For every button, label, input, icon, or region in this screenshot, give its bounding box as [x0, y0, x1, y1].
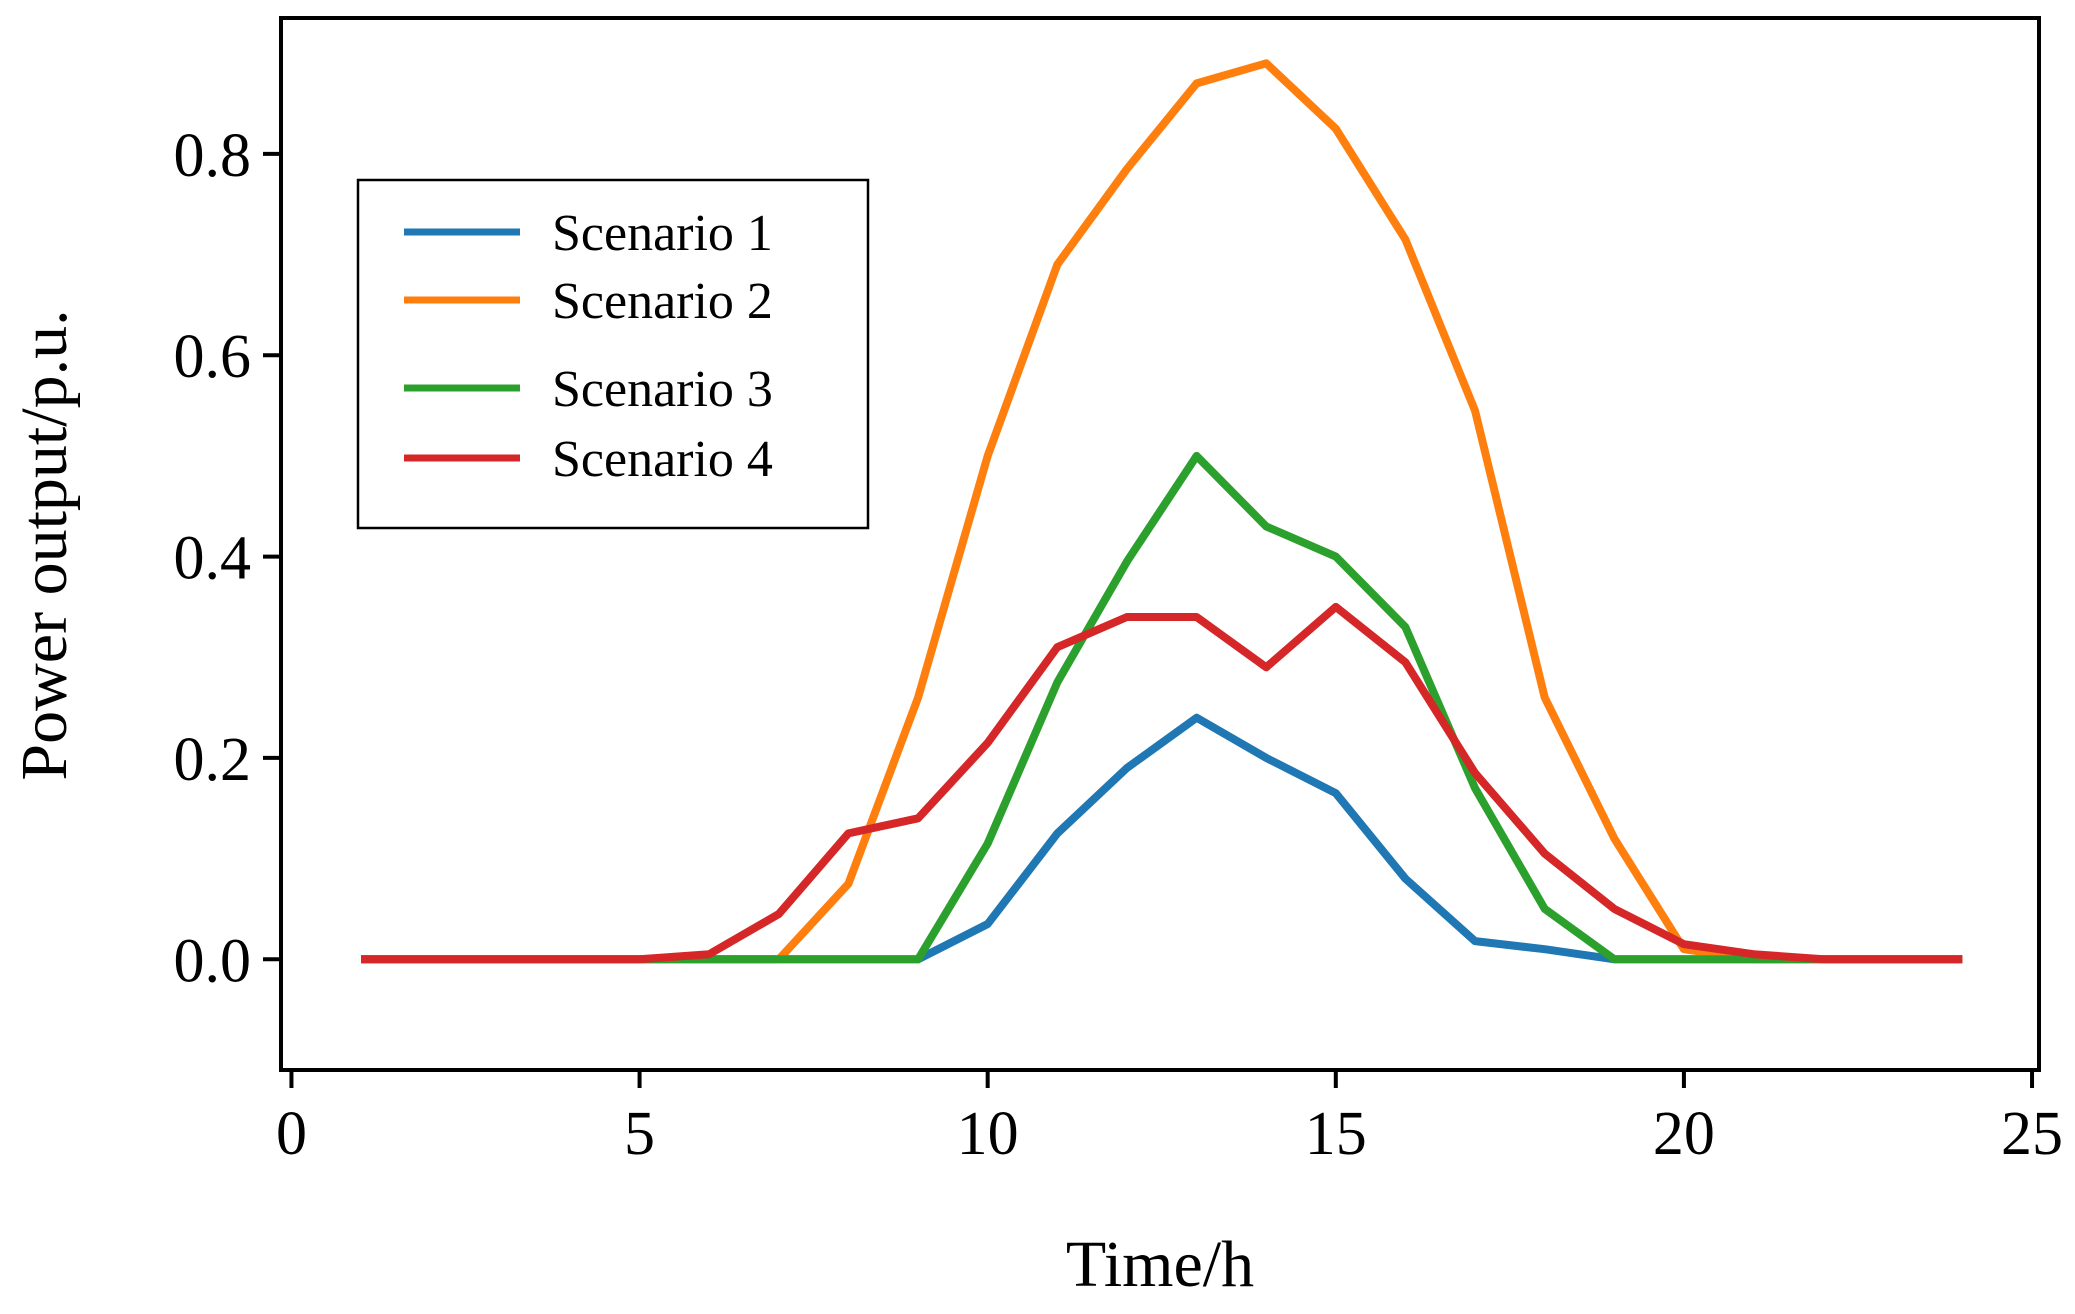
legend-label-4: Scenario 4: [552, 431, 773, 488]
series-line-3: [361, 451, 1963, 964]
series-3: [361, 451, 1963, 964]
y-tick-label: 0.6: [174, 323, 252, 391]
x-tick-label: 15: [1305, 1100, 1367, 1168]
x-tick-label: 20: [1653, 1100, 1715, 1168]
x-tick-label: 10: [957, 1100, 1019, 1168]
x-tick-label: 0: [276, 1100, 307, 1168]
legend-box: [356, 178, 870, 530]
y-axis-title: Power output/p.u.: [8, 309, 81, 780]
y-tick-label: 0.2: [174, 726, 252, 794]
y-tick-label: 0.4: [174, 525, 252, 593]
legend: Scenario 1 Scenario 2 Scenario 3 Scenario 4: [356, 178, 870, 530]
x-axis-ticks: 0 5 10 15 20 25: [276, 1070, 2063, 1168]
legend-label-3: Scenario 3: [552, 361, 773, 418]
legend-label-2: Scenario 2: [552, 273, 773, 330]
series-layer: [361, 59, 1963, 964]
x-axis-title: Time/h: [1066, 1228, 1254, 1301]
series-line-1: [361, 713, 1963, 964]
x-tick-label: 5: [624, 1100, 655, 1168]
x-tick-label: 25: [2001, 1100, 2063, 1168]
series-4: [361, 602, 1963, 964]
legend-entries: Scenario 1 Scenario 2 Scenario 3 Scenario 4: [404, 205, 773, 488]
legend-label-1: Scenario 1: [552, 205, 773, 262]
series-1: [361, 713, 1963, 964]
y-axis-ticks: 0.0 0.2 0.4 0.6 0.8: [174, 122, 281, 995]
plot-frame: [279, 16, 2041, 1072]
y-tick-label: 0.0: [174, 927, 252, 995]
series-line-4: [361, 602, 1963, 964]
y-tick-label: 0.8: [174, 122, 252, 190]
